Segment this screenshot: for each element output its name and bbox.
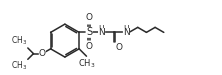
- Text: CH$_3$: CH$_3$: [78, 57, 95, 70]
- Text: H: H: [124, 25, 129, 34]
- Text: N: N: [98, 28, 105, 37]
- Text: N: N: [123, 28, 130, 37]
- Text: S: S: [86, 27, 92, 37]
- Text: H: H: [99, 25, 105, 34]
- Text: O: O: [86, 13, 93, 22]
- Text: O: O: [116, 43, 123, 52]
- Text: CH$_3$: CH$_3$: [11, 60, 27, 72]
- Text: O: O: [39, 49, 46, 58]
- Text: O: O: [86, 42, 93, 51]
- Text: CH$_3$: CH$_3$: [11, 35, 27, 47]
